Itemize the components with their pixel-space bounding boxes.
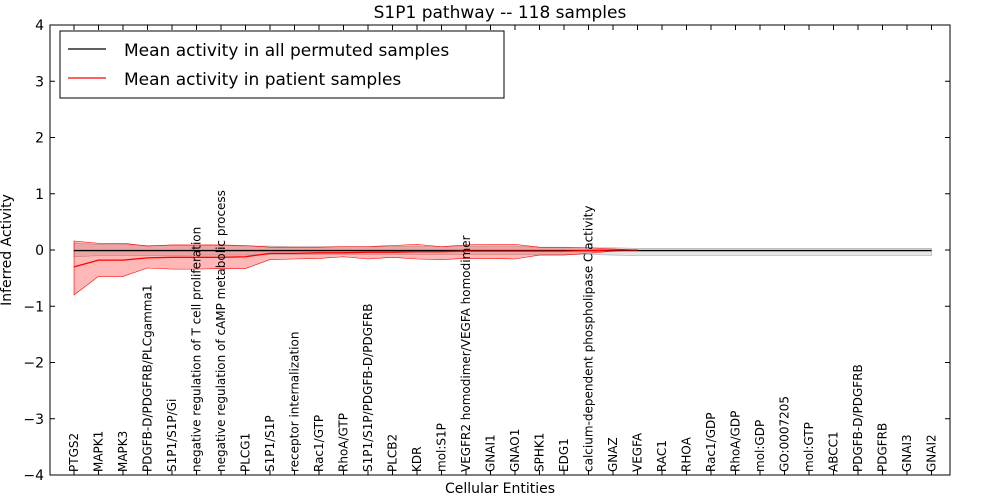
category-label: negative regulation of T cell proliferat… [190, 227, 204, 472]
category-label: S1P1/S1P [263, 415, 277, 472]
category-label: GNAI2 [925, 434, 939, 472]
x-axis [73, 25, 932, 475]
legend-label-patient: Mean activity in patient samples [124, 70, 401, 90]
x-axis-label: Cellular Entities [445, 481, 555, 497]
category-label: mol:GTP [802, 422, 816, 472]
series-lines [73, 249, 932, 268]
category-label: mol:S1P [435, 423, 449, 472]
legend-box [59, 30, 505, 99]
category-label: PDGFB-D/PDGFRB [851, 364, 865, 472]
category-label: mol:GDP [753, 420, 767, 472]
legend-label-permuted: Mean activity in all permuted samples [124, 41, 449, 61]
category-label: PLCB2 [386, 434, 400, 472]
category-label: GNAI1 [484, 434, 498, 472]
category-label: ABCC1 [827, 431, 841, 472]
band-patient [73, 240, 638, 296]
category-label: KDR [410, 447, 424, 472]
y-tick-label: 4 [35, 18, 44, 34]
category-label: S1P1/S1P/PDGFB-D/PDGFRB [361, 304, 375, 472]
category-label: RhoA/GTP [337, 413, 351, 472]
category-labels: PTGS2 MAPK1 MAPK3 PDGFB-D/PDGFRB/PLCgamma1 S… [67, 190, 939, 472]
category-label: RAC1 [655, 440, 669, 472]
y-tick-label: 3 [35, 74, 44, 90]
category-label: PLCG1 [239, 433, 253, 472]
category-label: RhoA/GDP [729, 411, 743, 472]
legend: Mean activity in all permuted samples Me… [59, 30, 505, 99]
plot-frame [49, 24, 951, 476]
category-label: PDGFB-D/PDGFRB/PLCgamma1 [141, 285, 155, 472]
category-label: receptor internalization [288, 332, 302, 472]
chart-title: S1P1 pathway -- 118 samples [374, 3, 627, 23]
y-tick-label: −1 [23, 299, 44, 315]
category-label: negative regulation of cAMP metabolic pr… [214, 190, 228, 472]
y-tick-label: −2 [23, 356, 44, 372]
category-label: VEGFA [631, 432, 645, 472]
category-label: GNAO1 [508, 429, 522, 472]
category-label: SPHK1 [533, 433, 547, 472]
y-tick-label: 0 [35, 243, 44, 259]
category-label: Rac1/GDP [704, 413, 718, 472]
y-axis-label: Inferred Activity [0, 194, 15, 306]
category-label: calcium-dependent phospholipase C activi… [582, 206, 596, 472]
y-tick-label: 2 [35, 131, 44, 147]
category-label: RHOA [680, 436, 694, 472]
category-label: PDGFRB [876, 423, 890, 472]
category-label: MAPK1 [92, 431, 106, 472]
y-tick-label: −3 [23, 412, 44, 428]
category-label: MAPK3 [116, 431, 130, 472]
y-tick-label: 1 [35, 187, 44, 203]
category-label: S1P1/S1P/Gi [165, 399, 179, 472]
category-label: PTGS2 [67, 433, 81, 472]
category-label: VEGFR2 homodimer/VEGFA homodimer [459, 235, 473, 472]
series-line-patient [73, 249, 638, 268]
category-label: GO:0007205 [778, 396, 792, 472]
category-label: GNAI3 [900, 434, 914, 472]
category-label: Rac1/GTP [312, 415, 326, 472]
y-axis: −4 −3 −2 −1 0 1 2 3 4 [23, 18, 950, 484]
category-label: EDG1 [557, 438, 571, 472]
y-tick-label: −4 [23, 468, 44, 484]
category-label: GNAZ [606, 437, 620, 472]
